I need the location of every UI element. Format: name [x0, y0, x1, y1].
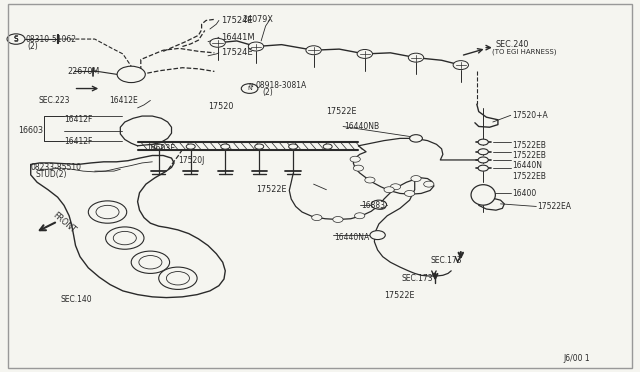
Circle shape: [210, 38, 225, 47]
Text: J6/00 1: J6/00 1: [563, 355, 590, 363]
Circle shape: [306, 46, 321, 55]
Text: 16883: 16883: [362, 201, 385, 210]
Text: SEC.173: SEC.173: [430, 256, 461, 265]
Text: N: N: [247, 86, 252, 91]
Circle shape: [376, 203, 386, 209]
Text: FRONT: FRONT: [51, 211, 77, 235]
Text: S: S: [14, 36, 18, 42]
Circle shape: [312, 215, 322, 221]
Text: 08310-51062: 08310-51062: [26, 35, 77, 44]
Text: 08918-3081A: 08918-3081A: [256, 81, 307, 90]
Text: 22670M: 22670M: [67, 67, 99, 76]
Text: 17524E: 17524E: [221, 16, 252, 25]
Circle shape: [353, 165, 364, 171]
Circle shape: [154, 144, 163, 149]
Text: 16440N: 16440N: [512, 161, 542, 170]
Circle shape: [390, 184, 401, 190]
Text: 16412F: 16412F: [64, 115, 92, 124]
Circle shape: [289, 144, 298, 149]
Circle shape: [478, 157, 488, 163]
Circle shape: [88, 201, 127, 223]
Text: 16440NB: 16440NB: [344, 122, 380, 131]
Circle shape: [478, 165, 488, 171]
Text: 16412F: 16412F: [64, 137, 92, 146]
Text: 17522EA: 17522EA: [538, 202, 572, 211]
Circle shape: [113, 231, 136, 245]
Ellipse shape: [471, 185, 495, 205]
Circle shape: [255, 144, 264, 149]
Text: 16441M: 16441M: [221, 33, 255, 42]
Text: 17524E: 17524E: [221, 48, 252, 57]
Text: 17522E: 17522E: [384, 291, 415, 300]
Circle shape: [248, 42, 264, 51]
Circle shape: [355, 213, 365, 219]
Text: SEC.223: SEC.223: [38, 96, 70, 105]
Circle shape: [166, 272, 189, 285]
Text: 17522E: 17522E: [326, 107, 357, 116]
Text: SEC.140: SEC.140: [61, 295, 92, 304]
Circle shape: [241, 84, 258, 93]
Circle shape: [117, 66, 145, 83]
Circle shape: [408, 53, 424, 62]
Circle shape: [453, 61, 468, 70]
Text: 24079X: 24079X: [242, 15, 273, 24]
Circle shape: [7, 34, 25, 44]
Circle shape: [106, 227, 144, 249]
Circle shape: [159, 267, 197, 289]
Text: 17522EB: 17522EB: [512, 172, 546, 181]
Circle shape: [370, 231, 385, 240]
Text: 17522EB: 17522EB: [512, 141, 546, 150]
Circle shape: [221, 144, 230, 149]
Text: S: S: [14, 36, 18, 42]
Text: SEC.240: SEC.240: [496, 40, 529, 49]
Text: STUD(2): STUD(2): [35, 170, 67, 179]
Text: (TO EGI HARNESS): (TO EGI HARNESS): [492, 49, 556, 55]
Circle shape: [478, 139, 488, 145]
Text: 17522E: 17522E: [256, 185, 287, 194]
Text: 16603E: 16603E: [146, 144, 175, 153]
Text: 17520: 17520: [208, 102, 234, 110]
Circle shape: [139, 256, 162, 269]
Text: 17520+A: 17520+A: [512, 111, 548, 120]
Text: 17520J: 17520J: [178, 156, 204, 165]
Text: S: S: [13, 35, 19, 44]
Circle shape: [131, 251, 170, 273]
Circle shape: [323, 144, 332, 149]
Circle shape: [96, 205, 119, 219]
Circle shape: [410, 135, 422, 142]
Text: 16603: 16603: [18, 126, 43, 135]
Circle shape: [478, 149, 488, 155]
Text: SEC.173: SEC.173: [402, 274, 433, 283]
Circle shape: [424, 181, 434, 187]
Text: 08233-85510: 08233-85510: [31, 163, 82, 172]
Circle shape: [404, 190, 415, 196]
Circle shape: [371, 200, 387, 209]
Circle shape: [384, 187, 394, 193]
Circle shape: [357, 49, 372, 58]
Circle shape: [333, 217, 343, 222]
Text: 16440NA: 16440NA: [334, 233, 369, 242]
Text: 16412E: 16412E: [109, 96, 138, 105]
Text: 16400: 16400: [512, 189, 536, 198]
Circle shape: [365, 177, 375, 183]
Circle shape: [350, 156, 360, 162]
Text: (2): (2): [262, 88, 273, 97]
Circle shape: [186, 144, 195, 149]
Text: N: N: [248, 83, 253, 88]
Circle shape: [411, 176, 421, 182]
Text: 17522EB: 17522EB: [512, 151, 546, 160]
Text: (2): (2): [27, 42, 38, 51]
